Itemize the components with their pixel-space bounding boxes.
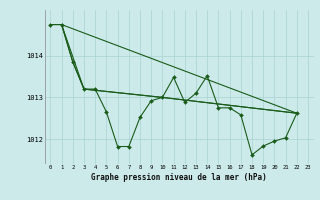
X-axis label: Graphe pression niveau de la mer (hPa): Graphe pression niveau de la mer (hPa) (91, 173, 267, 182)
